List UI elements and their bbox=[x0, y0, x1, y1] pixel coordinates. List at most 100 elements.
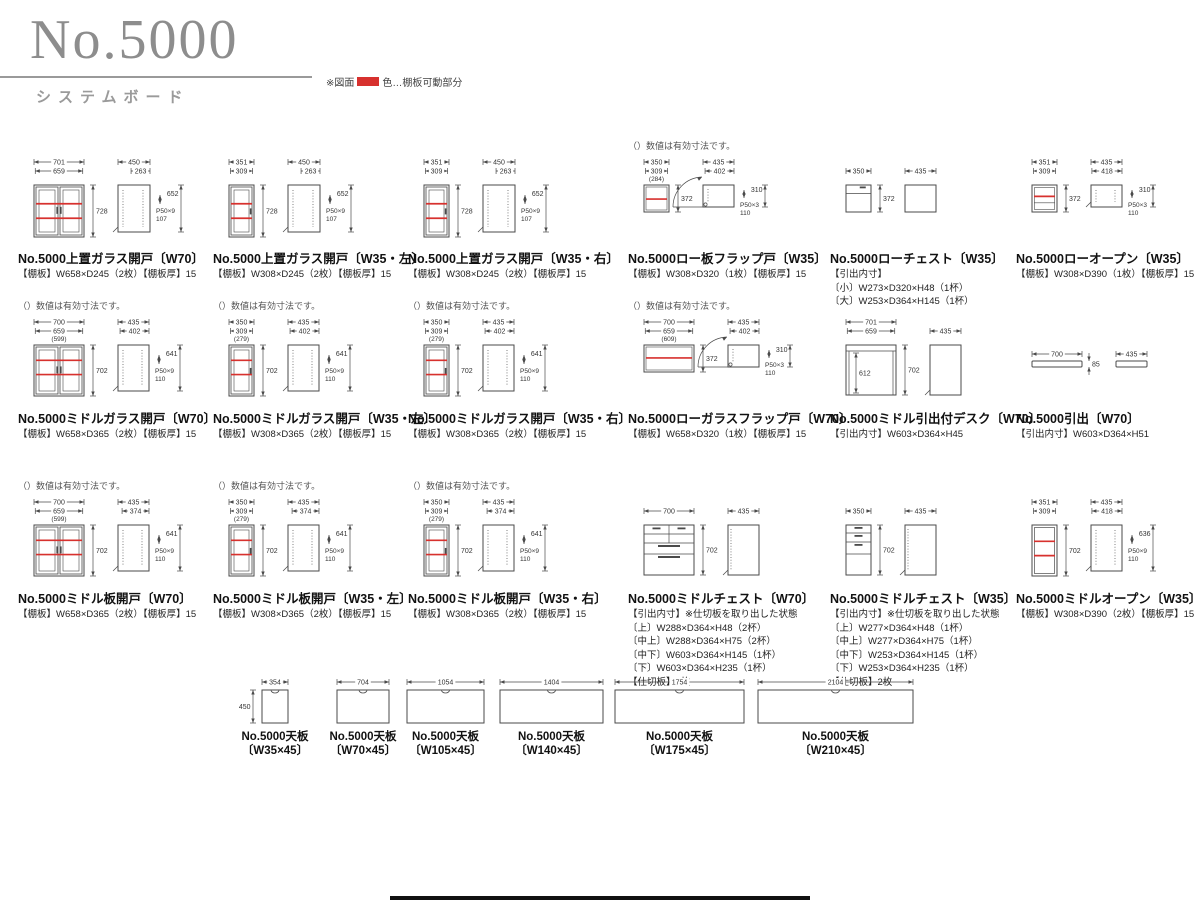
valid-dims-note: （）数値は有効寸法です。 bbox=[18, 301, 126, 311]
product-cell-11: 700 85 435 No.5000引出〔W70〕 【引出内寸】W603×D364×H5… bbox=[1016, 300, 1200, 441]
product-name: No.5000ミドルチェスト〔W70〕 bbox=[628, 592, 815, 606]
product-name: No.5000ミドルガラス開戸〔W35・左〕 bbox=[213, 412, 437, 426]
board-cell-4: 1754 No.5000天板〔W175×45〕 bbox=[614, 678, 745, 757]
valid-dims-note bbox=[830, 140, 1030, 153]
dim-label: P50×9 bbox=[155, 368, 174, 375]
dim-label: P50×9 bbox=[520, 368, 539, 375]
front-view-box bbox=[33, 344, 85, 397]
dim-label: 350 bbox=[853, 509, 865, 516]
product-cell-2: 351 309 728 450 263 P50×9 107 652 No.5000上置ガラス開戸… bbox=[408, 140, 619, 281]
product-spec: 〔大〕W253×D364×H145（1杯） bbox=[830, 296, 974, 307]
dim-label: 450 bbox=[298, 160, 310, 167]
valid-dims-note: （）数値は有効寸法です。 bbox=[213, 301, 321, 311]
board-size: 〔W175×45〕 bbox=[643, 743, 716, 757]
dim-label: 659 bbox=[865, 329, 877, 336]
dim-label: 435 bbox=[940, 329, 952, 336]
dim-label: 351 bbox=[1039, 160, 1051, 167]
valid-dims-note: （）数値は有効寸法です。 bbox=[408, 301, 516, 311]
dim-label: 435 bbox=[738, 509, 750, 516]
product-cell-16: 350 702 435 No.5000ミドルチェスト〔W35〕 【引出内寸】※仕切板を取… bbox=[830, 480, 1030, 688]
product-spec: 【棚板】W308×D245（2枚）【棚板厚】15 bbox=[408, 269, 587, 280]
board-name: No.5000天板 bbox=[241, 729, 309, 743]
page-title: No.5000 bbox=[30, 9, 239, 71]
valid-dims-note bbox=[830, 480, 1030, 493]
dim-label: 350 bbox=[853, 169, 865, 176]
product-name: No.5000上置ガラス開戸〔W35・左〕 bbox=[213, 252, 424, 266]
dim-label: 641 bbox=[166, 531, 178, 538]
dim-label: 310 bbox=[1139, 187, 1151, 194]
board-top-view bbox=[406, 689, 485, 724]
valid-dims-note bbox=[1016, 300, 1200, 313]
side-view-box bbox=[287, 344, 320, 392]
dim-label: (279) bbox=[429, 336, 444, 343]
dim-label: 310 bbox=[776, 347, 788, 354]
dim-label: 702 bbox=[908, 368, 920, 375]
dim-label: 435 bbox=[915, 169, 927, 176]
dim-label: 350 bbox=[431, 320, 443, 327]
product-name: No.5000ミドルチェスト〔W35〕 bbox=[830, 592, 1017, 606]
technical-diagram: 700 85 435 bbox=[1031, 350, 1148, 375]
dim-label: P50×9 bbox=[520, 548, 539, 555]
dim-label: 110 bbox=[740, 210, 751, 217]
dim-label: 636 bbox=[1139, 531, 1151, 538]
dim-label: 374 bbox=[300, 509, 312, 516]
product-name: No.5000ミドルガラス開戸〔W35・右〕 bbox=[408, 412, 632, 426]
dim-label: P50×3 bbox=[765, 362, 784, 369]
dim-label: 652 bbox=[532, 191, 544, 198]
product-spec: 〔中上〕W277×D364×H75（1杯） bbox=[830, 636, 978, 647]
dim-label: 450 bbox=[128, 160, 140, 167]
board-top-view bbox=[499, 689, 604, 724]
product-name: No.5000ミドルオープン〔W35〕 bbox=[1016, 592, 1200, 606]
product-cell-15: 700 702 435 No.5000ミドルチェスト〔W70〕 【引出内寸】※仕切板を取… bbox=[628, 480, 828, 688]
dim-label: 310 bbox=[751, 187, 763, 194]
product-cell-4: 350 372 435 No.5000ローチェスト〔W35〕 【引出内寸】 〔小〕W273… bbox=[830, 140, 1030, 308]
product-spec: 〔下〕W603×D364×H235（1杯） bbox=[628, 663, 772, 674]
dim-label: 85 bbox=[1092, 362, 1100, 369]
dim-label: 350 bbox=[431, 500, 443, 507]
dim-label: (279) bbox=[234, 336, 249, 343]
product-cell-8: （）数値は有効寸法です。 350 309 (279) 702 435 402 P50×9 110… bbox=[408, 300, 632, 441]
dim-label: 435 bbox=[1101, 500, 1113, 507]
dim-label: 263 bbox=[500, 169, 512, 176]
dim-label: 641 bbox=[531, 531, 543, 538]
technical-diagram: 700 702 435 bbox=[643, 507, 760, 576]
dim-label: 641 bbox=[531, 351, 543, 358]
product-spec: 【棚板】W308×D245（2枚）【棚板厚】15 bbox=[213, 269, 392, 280]
product-spec: 【棚板】W308×D390（1枚）【棚板厚】15 bbox=[1016, 269, 1195, 280]
dim-label: 701 bbox=[865, 320, 877, 327]
front-view-box bbox=[643, 184, 670, 213]
dim-label: 700 bbox=[663, 509, 675, 516]
dim-label: 418 bbox=[1101, 169, 1113, 176]
product-cell-17: 351 309 702 435 418 P50×9 110 636 No.5000ミドルオープン… bbox=[1016, 480, 1200, 621]
dim-label: 1404 bbox=[544, 680, 560, 687]
front-view-box bbox=[845, 344, 897, 396]
product-spec: 【棚板】W308×D365（2枚）【棚板厚】15 bbox=[408, 609, 587, 620]
dim-label: 702 bbox=[266, 368, 278, 375]
dim-label: 641 bbox=[336, 531, 348, 538]
board-size: 〔W210×45〕 bbox=[799, 743, 872, 757]
legend-prefix: ※図面 bbox=[326, 78, 355, 89]
side-view-box bbox=[117, 344, 150, 392]
dim-label: 418 bbox=[1101, 509, 1113, 516]
dim-label: P50×9 bbox=[1128, 548, 1147, 555]
side-view-box bbox=[904, 524, 937, 576]
dim-label: 435 bbox=[1126, 352, 1138, 359]
technical-diagram: 701 659 612 702 435 bbox=[845, 318, 962, 396]
dim-label: 702 bbox=[461, 548, 473, 555]
front-view-box bbox=[643, 344, 695, 373]
valid-dims-note: （）数値は有効寸法です。 bbox=[18, 481, 126, 491]
board-name: No.5000天板 bbox=[518, 729, 586, 743]
board-size: 〔W70×45〕 bbox=[330, 743, 396, 757]
product-cell-1: 351 309 728 450 263 P50×9 107 652 No.5000上置ガラス開戸… bbox=[213, 140, 424, 281]
dim-label: 107 bbox=[326, 216, 337, 223]
dim-label: 659 bbox=[53, 329, 65, 336]
valid-dims-note bbox=[18, 140, 218, 153]
front-view-box bbox=[423, 524, 450, 577]
dim-label: 309 bbox=[236, 509, 248, 516]
